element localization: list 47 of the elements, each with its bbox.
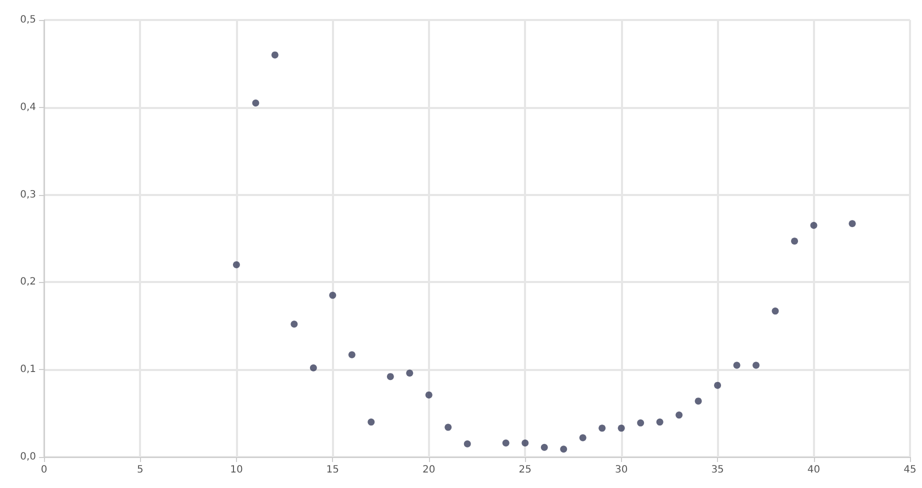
point bbox=[656, 418, 664, 426]
point bbox=[676, 412, 683, 419]
point bbox=[368, 418, 375, 426]
x-tick-label: 25 bbox=[518, 464, 532, 476]
point bbox=[618, 424, 625, 432]
x-tick-label: 35 bbox=[711, 464, 724, 476]
point bbox=[329, 292, 336, 299]
point bbox=[714, 382, 722, 389]
point bbox=[694, 398, 702, 405]
point bbox=[752, 362, 760, 369]
point bbox=[522, 440, 529, 447]
x-tick-label: 45 bbox=[904, 464, 916, 476]
x-tick-label: 5 bbox=[137, 464, 144, 476]
x-tick-label: 15 bbox=[326, 464, 340, 476]
point bbox=[348, 351, 356, 358]
point bbox=[444, 424, 452, 431]
point bbox=[791, 238, 798, 245]
point bbox=[502, 440, 510, 447]
point bbox=[598, 424, 606, 432]
point bbox=[579, 434, 586, 442]
y-tick-label: 0,3 bbox=[20, 189, 36, 200]
point bbox=[232, 261, 240, 268]
point bbox=[310, 364, 317, 372]
x-tick-label: 20 bbox=[422, 464, 436, 476]
point bbox=[271, 51, 278, 58]
y-tick-label: 0,1 bbox=[20, 364, 36, 376]
point bbox=[425, 391, 432, 398]
x-tick-label: 0 bbox=[40, 464, 48, 476]
y-tick-label: 0,0 bbox=[20, 452, 36, 462]
point bbox=[290, 320, 298, 328]
y-tick-label: 0,5 bbox=[20, 14, 36, 26]
point bbox=[637, 419, 644, 426]
y-tick-label: 0,2 bbox=[20, 276, 36, 288]
point bbox=[810, 222, 818, 229]
x-tick-label: 40 bbox=[807, 464, 820, 476]
point bbox=[540, 444, 548, 451]
point bbox=[386, 373, 394, 380]
point bbox=[464, 440, 471, 448]
point bbox=[733, 362, 740, 369]
point bbox=[772, 308, 779, 315]
x-tick-label: 10 bbox=[230, 464, 243, 476]
point bbox=[848, 220, 856, 228]
y-tick-label: 0,4 bbox=[20, 102, 36, 113]
x-tick-label: 30 bbox=[614, 464, 628, 476]
point bbox=[560, 446, 568, 453]
point bbox=[252, 100, 260, 107]
point bbox=[406, 370, 414, 377]
